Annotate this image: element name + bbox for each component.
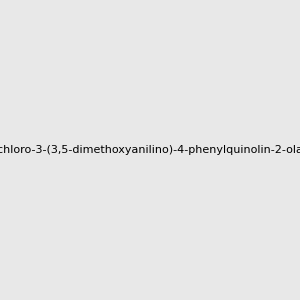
Text: 6-chloro-3-(3,5-dimethoxyanilino)-4-phenylquinolin-2-olate: 6-chloro-3-(3,5-dimethoxyanilino)-4-phen… — [0, 145, 300, 155]
